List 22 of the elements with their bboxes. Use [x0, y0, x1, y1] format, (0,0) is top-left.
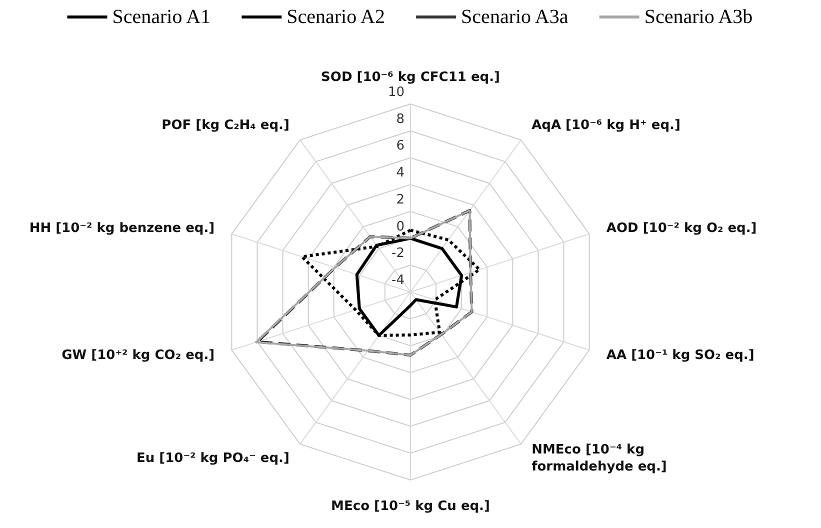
legend-label: Scenario A2 — [286, 6, 385, 28]
legend-label: Scenario A3a — [461, 6, 568, 28]
spoke-label: SOD [10⁻⁶ kg CFC11 eq.] — [321, 70, 500, 85]
spoke-label: GW [10⁺² kg CO₂ eq.] — [62, 348, 215, 364]
legend-label: Scenario A1 — [112, 6, 211, 28]
y-tick-label: 10 — [388, 85, 404, 100]
y-tick-label: 8 — [396, 112, 404, 127]
spoke-label: AqA [10⁻⁶ kg H⁺ eq.] — [532, 118, 680, 133]
spoke-label: AOD [10⁻² kg O₂ eq.] — [606, 220, 757, 236]
spoke-label: NMEco [10⁻⁴ kg formaldehyde eq.] — [532, 442, 667, 475]
spoke-label: MEco [10⁻⁵ kg Cu eq.] — [331, 499, 490, 514]
spoke-label: POF [kg C₂H₄ eq.] — [162, 118, 290, 133]
spoke-label: AA [10⁻¹ kg SO₂ eq.] — [606, 348, 754, 364]
y-tick-label: 0 — [396, 219, 404, 234]
y-tick-label: 2 — [396, 192, 404, 208]
legend-label: Scenario A3b — [644, 6, 753, 28]
spoke-label: HH [10⁻² kg benzene eq.] — [29, 220, 215, 236]
y-tick-label: -4 — [392, 273, 404, 288]
y-tick-label: -2 — [392, 246, 404, 262]
spoke-label: Eu [10⁻² kg PO₄⁻ eq.] — [136, 451, 290, 466]
y-tick-label: 4 — [396, 166, 404, 181]
y-tick-label: 6 — [396, 138, 404, 154]
